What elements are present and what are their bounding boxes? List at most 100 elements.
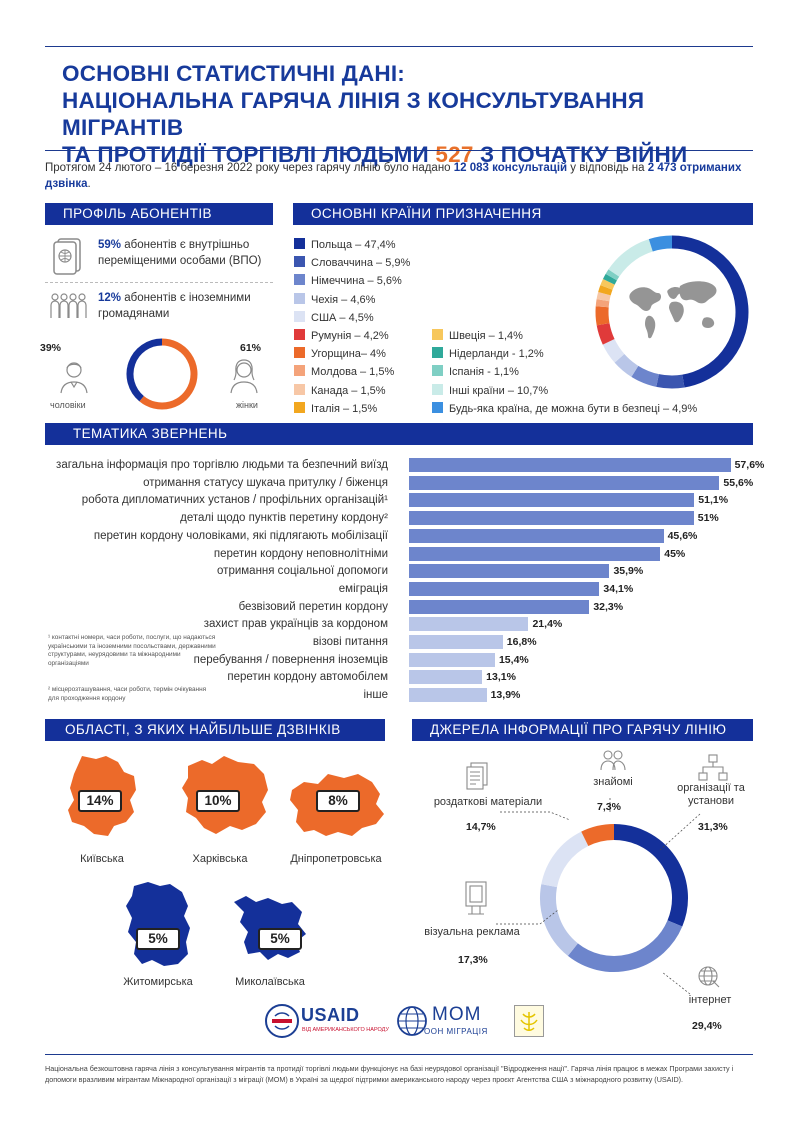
country-legend-item: Польща – 47,4% bbox=[294, 238, 396, 252]
topic-bar bbox=[409, 564, 610, 579]
country-slice-14 bbox=[648, 235, 673, 252]
country-legend-label: Нідерланди - 1,2% bbox=[449, 348, 544, 361]
country-legend-item: Угорщина– 4% bbox=[294, 347, 386, 361]
women-pct: 61% bbox=[240, 342, 262, 354]
country-legend-label: Швеція – 1,4% bbox=[449, 330, 523, 342]
source-slice-0 bbox=[613, 824, 688, 927]
footnote-2: ² місцерозташування, часи роботи, термін… bbox=[48, 686, 207, 702]
country-slice-13 bbox=[608, 239, 654, 277]
country-legend-swatch bbox=[294, 292, 305, 304]
countries-header: ОСНОВНІ КРАЇНИ ПРИЗНАЧЕННЯ bbox=[293, 203, 753, 225]
country-legend-swatch bbox=[432, 347, 443, 359]
topic-value: 55,6% bbox=[723, 476, 754, 489]
woman-icon bbox=[228, 358, 260, 394]
topic-value: 51,1% bbox=[698, 494, 729, 507]
title-line-2: НАЦІОНАЛЬНА ГАРЯЧА ЛІНІЯ З КОНСУЛЬТУВАНН… bbox=[62, 88, 645, 140]
organization-pct: 31,3% bbox=[698, 821, 728, 833]
foreign-pct: 12% bbox=[98, 292, 122, 304]
topic-label: інше bbox=[363, 689, 388, 702]
topic-value: 21,4% bbox=[532, 618, 563, 631]
intro-mid: у відповідь на bbox=[567, 162, 648, 174]
topic-value: 13,9% bbox=[490, 689, 521, 702]
kharkiv-name: Харківська bbox=[192, 853, 248, 865]
topic-bar bbox=[409, 511, 694, 526]
country-legend-swatch bbox=[432, 365, 443, 377]
men-pct: 39% bbox=[40, 342, 62, 354]
iom-logo: МОМ ООН МІГРАЦІЯ bbox=[396, 1004, 487, 1038]
top-rule bbox=[45, 46, 753, 47]
country-legend-item: Чехія – 4,6% bbox=[294, 292, 375, 307]
mykolaiv-name: Миколаївська bbox=[235, 976, 305, 988]
topic-label: деталі щодо пунктів перетину кордону² bbox=[180, 512, 388, 525]
sources-leaders bbox=[496, 798, 701, 995]
topic-bar bbox=[409, 635, 503, 649]
sources-donut bbox=[540, 824, 688, 972]
country-slice-4 bbox=[602, 338, 625, 363]
country-slice-9 bbox=[598, 285, 613, 296]
country-legend-item: Канада – 1,5% bbox=[294, 383, 386, 398]
country-legend-item: Іспанія - 1,1% bbox=[432, 365, 519, 379]
billboard-label: візуальна реклама bbox=[424, 926, 520, 938]
country-legend-label: Польща – 47,4% bbox=[311, 239, 396, 251]
usaid-logo: USAID ВІД АМЕРИКАНСЬКОГО НАРОДУ bbox=[265, 1004, 389, 1038]
topic-bar bbox=[409, 528, 664, 543]
sources-header: ДЖЕРЕЛА ІНФОРМАЦІЇ ПРО ГАРЯЧУ ЛІНІЮ bbox=[412, 719, 753, 741]
country-slice-2 bbox=[631, 365, 660, 387]
man-icon bbox=[58, 358, 90, 394]
country-slice-7 bbox=[595, 299, 610, 308]
country-slice-8 bbox=[596, 292, 611, 302]
country-legend-swatch bbox=[294, 329, 305, 340]
profile-header: ПРОФІЛЬ АБОНЕНТІВ bbox=[45, 203, 273, 225]
friends-label: знайомі bbox=[593, 776, 633, 788]
topic-bar bbox=[409, 546, 661, 561]
countries-donut bbox=[595, 235, 749, 389]
title-rule bbox=[45, 150, 753, 151]
kyiv-badge: 14% bbox=[78, 790, 122, 812]
topic-value: 13,1% bbox=[486, 671, 516, 684]
country-legend-swatch bbox=[294, 347, 305, 359]
idp-stat: 59% абонентів є внутрішньо переміщеними … bbox=[98, 237, 270, 269]
topic-value: 45,6% bbox=[667, 529, 698, 542]
zhytomyr-name: Житомирська bbox=[123, 976, 193, 988]
profile-header-label: ПРОФІЛЬ АБОНЕНТІВ bbox=[63, 206, 212, 221]
gender-slice-1 bbox=[126, 338, 163, 402]
topic-bar bbox=[409, 458, 731, 472]
country-legend-label: Словаччина – 5,9% bbox=[311, 257, 411, 270]
topic-label: захист прав українців за кордоном bbox=[203, 618, 388, 631]
country-legend-label: Будь-яка країна, де можна бути в безпеці… bbox=[449, 402, 698, 415]
footer-rule bbox=[45, 1054, 753, 1055]
topic-label: перетин кордону автомобілем bbox=[227, 671, 388, 684]
country-legend-swatch bbox=[294, 238, 305, 249]
handout-label: роздаткові матеріали bbox=[433, 796, 543, 808]
topic-value: 16,8% bbox=[506, 636, 537, 648]
usaid-wordmark: USAID bbox=[301, 1005, 360, 1025]
title-line-3-pre: ТА ПРОТИДІЇ ТОРГІВЛІ ЛЮДЬМИ bbox=[62, 142, 436, 167]
title-line-3-post: З ПОЧАТКУ ВІЙНИ bbox=[473, 142, 688, 167]
friends-pct: 7,3% bbox=[597, 801, 621, 813]
footer-text: Національна безкоштовна гаряча лінія з к… bbox=[45, 1064, 734, 1084]
country-legend-label: Іспанія - 1,1% bbox=[449, 366, 519, 379]
country-legend-label: Інші країни – 10,7% bbox=[449, 384, 549, 397]
source-slice-4 bbox=[581, 824, 615, 847]
profile-divider bbox=[45, 282, 273, 283]
topic-label: безвізовий перетин кордону bbox=[238, 600, 388, 613]
billboard-pct: 17,3% bbox=[458, 954, 488, 966]
country-slice-10 bbox=[600, 278, 615, 290]
zhytomyr-region-map bbox=[126, 882, 190, 966]
friends-icon bbox=[600, 748, 626, 772]
topic-value: 15,4% bbox=[498, 653, 529, 666]
country-legend-item: Німеччина – 5,6% bbox=[294, 274, 402, 288]
passport-icon bbox=[50, 236, 86, 276]
topic-value: 35,9% bbox=[613, 565, 644, 578]
dnipro-badge: 8% bbox=[316, 790, 360, 812]
intro-pre: Протягом 24 лютого – 16 березня 2022 рок… bbox=[45, 162, 454, 174]
men-label: чоловіки bbox=[50, 400, 86, 410]
country-legend-item: Нідерланди - 1,2% bbox=[432, 347, 544, 361]
country-slice-0 bbox=[671, 235, 749, 388]
topic-label: робота дипломатичних установ / профільни… bbox=[81, 494, 388, 507]
organization-icon bbox=[698, 754, 728, 782]
topic-label: загальна інформація про торгівлю людьми … bbox=[56, 459, 388, 471]
source-slice-1 bbox=[567, 920, 683, 972]
country-legend-item: Румунія – 4,2% bbox=[294, 329, 389, 343]
country-legend-item: Інші країни – 10,7% bbox=[432, 383, 549, 398]
